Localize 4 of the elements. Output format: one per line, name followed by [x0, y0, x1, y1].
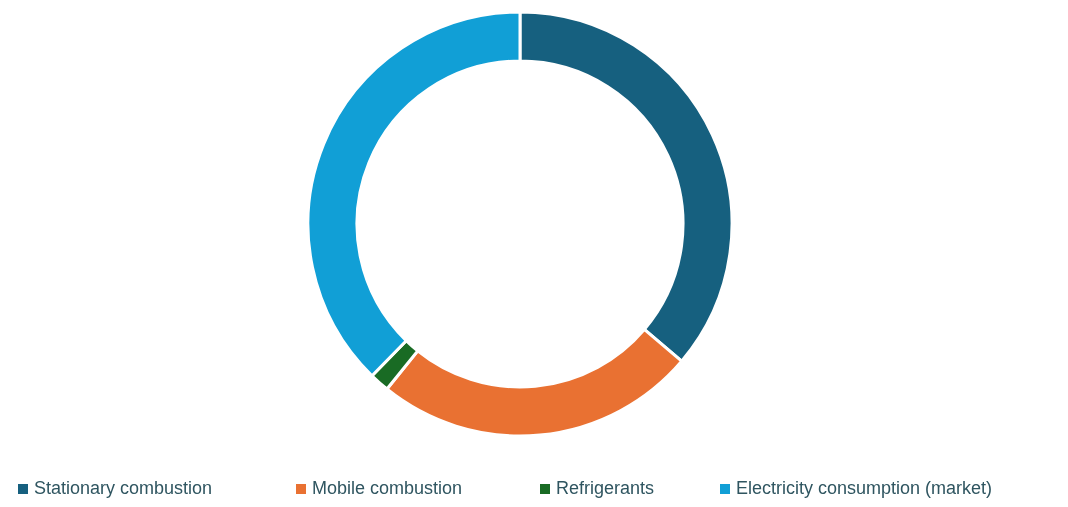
legend-label: Refrigerants — [556, 478, 655, 498]
legend-label: Stationary combustion — [34, 478, 213, 498]
legend-label: Electricity consumption (market) — [736, 478, 993, 498]
legend-label: Mobile combustion — [312, 478, 463, 498]
